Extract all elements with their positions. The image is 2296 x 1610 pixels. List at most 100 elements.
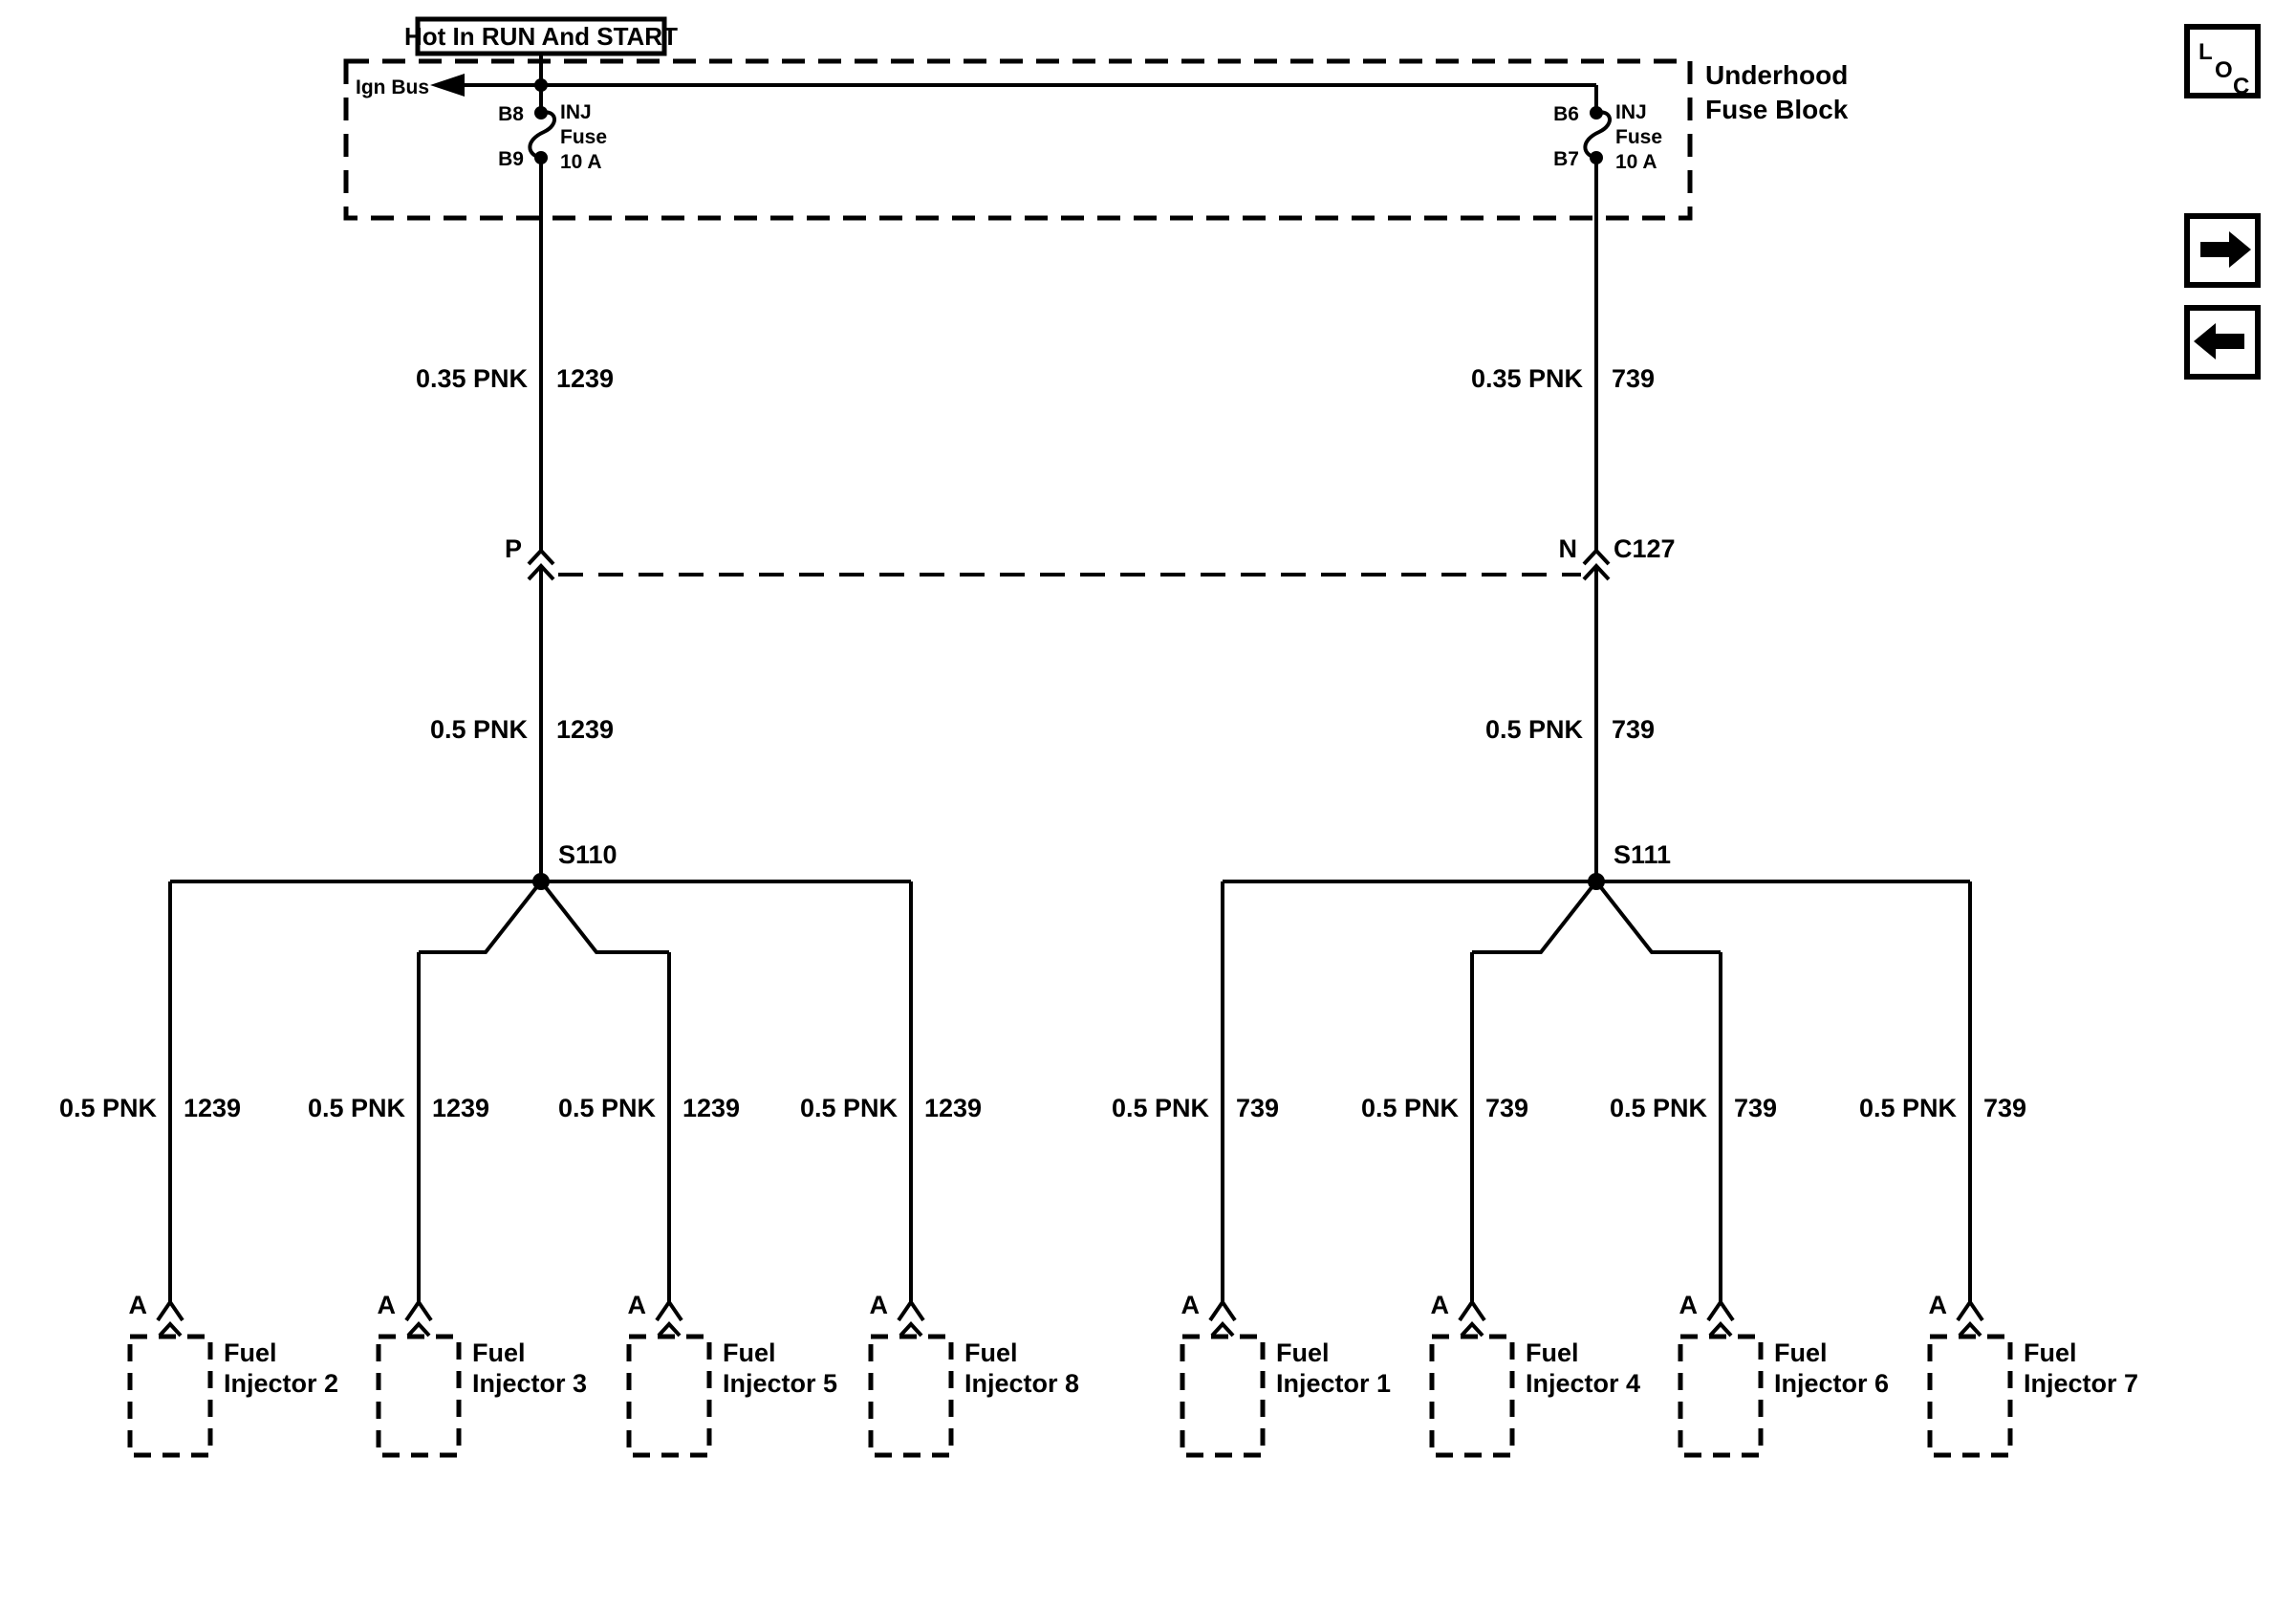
terminal-chevron bbox=[1460, 1321, 1484, 1338]
terminal-fork bbox=[1208, 1298, 1237, 1322]
terminal-chevron bbox=[158, 1321, 183, 1338]
fuel-injector-outline bbox=[1927, 1334, 2013, 1458]
underhood-fuse-block: Underhood Fuse Block Ign Bus B8 B9 INJ F… bbox=[343, 58, 1849, 221]
next-page-button[interactable] bbox=[2184, 213, 2261, 288]
fuse-element-symbol bbox=[1583, 110, 1612, 160]
splice-label: S111 bbox=[1614, 840, 1671, 869]
branch-fuel-injector-8: 0.5 PNK 1239 A Fuel Injector 8 bbox=[800, 881, 1079, 1458]
connector-pin-p-label: P bbox=[505, 534, 522, 563]
connector-name-label: C127 bbox=[1614, 534, 1676, 563]
device-name-line1: Fuel bbox=[2024, 1338, 2077, 1367]
wire-gauge-label: 0.5 PNK bbox=[1610, 1094, 1708, 1122]
terminal-fork bbox=[897, 1298, 925, 1322]
terminal-fork bbox=[156, 1298, 184, 1322]
device-name-line2: Injector 8 bbox=[964, 1369, 1079, 1398]
terminal-fork bbox=[1956, 1298, 1984, 1322]
fuel-injector-outline bbox=[127, 1334, 213, 1458]
wire-gauge-label: 0.5 PNK bbox=[1361, 1094, 1460, 1122]
wire-gauge-label-lower: 0.5 PNK bbox=[1485, 715, 1584, 744]
wire-gauge-label: 0.35 PNK bbox=[1471, 364, 1584, 393]
ign-bus-label: Ign Bus bbox=[356, 76, 429, 98]
branch-fuel-injector-4: 0.5 PNK 739 A Fuel Injector 4 bbox=[1361, 952, 1640, 1458]
connector-half-top-right bbox=[1582, 548, 1611, 566]
inj-fuse-right: B6 B7 INJ Fuse 10 A bbox=[1553, 85, 1662, 173]
device-name-line2: Injector 5 bbox=[723, 1369, 837, 1398]
wire-gauge-label: 0.5 PNK bbox=[800, 1094, 899, 1122]
wire-circuit-label: 1239 bbox=[682, 1094, 740, 1122]
loc-letter-c: C bbox=[2233, 74, 2249, 99]
wire-gauge-label: 0.5 PNK bbox=[59, 1094, 158, 1122]
terminal-chevron bbox=[1210, 1321, 1235, 1338]
wire-circuit-label: 1239 bbox=[924, 1094, 982, 1122]
inj-fuse-left: B8 B9 INJ Fuse 10 A bbox=[498, 101, 607, 173]
branch-fuel-injector-1: 0.5 PNK 739 A Fuel Injector 1 bbox=[1112, 881, 1391, 1458]
wire-gauge-label: 0.5 PNK bbox=[558, 1094, 657, 1122]
terminal-pin-label: A bbox=[1679, 1291, 1699, 1319]
splice-label: S110 bbox=[558, 840, 617, 869]
splice-s110: S110 bbox=[170, 840, 911, 954]
terminal-pin-label: A bbox=[870, 1291, 889, 1319]
terminal-fork bbox=[655, 1298, 683, 1322]
right-feed-wire: 0.35 PNK 739 0.5 PNK 739 bbox=[1471, 158, 1655, 881]
arrow-left-icon bbox=[2194, 323, 2244, 359]
connector-half-bottom-right bbox=[1582, 563, 1611, 581]
fuse-name-line2: Fuse bbox=[560, 126, 607, 148]
next-button-border bbox=[2184, 213, 2261, 288]
device-name-line1: Fuel bbox=[1276, 1338, 1330, 1367]
device-name-line2: Injector 6 bbox=[1774, 1369, 1889, 1398]
branch-fuel-injector-6: 0.5 PNK 739 A Fuel Injector 6 bbox=[1610, 952, 1889, 1458]
device-name-line1: Fuel bbox=[224, 1338, 277, 1367]
terminal-pin-label: A bbox=[1431, 1291, 1450, 1319]
fuel-injector-outline bbox=[376, 1334, 462, 1458]
wire-gauge-label: 0.35 PNK bbox=[416, 364, 529, 393]
splice-fanout-left bbox=[1472, 880, 1598, 954]
wire-circuit-label: 739 bbox=[1734, 1094, 1777, 1122]
terminal-chevron bbox=[657, 1321, 682, 1338]
fuel-injector-outline bbox=[868, 1334, 954, 1458]
connector-half-top-left bbox=[527, 548, 555, 566]
terminal-pin-label: A bbox=[1929, 1291, 1948, 1319]
terminal-pin-label: A bbox=[129, 1291, 148, 1319]
connector-pin-n-label: N bbox=[1559, 534, 1578, 563]
previous-page-button[interactable] bbox=[2184, 305, 2261, 380]
fuse-name-line1: INJ bbox=[1615, 101, 1647, 123]
wire-circuit-label: 1239 bbox=[184, 1094, 241, 1122]
fuse-pin-bottom-label: B7 bbox=[1553, 148, 1579, 170]
wire-gauge-label: 0.5 PNK bbox=[1112, 1094, 1210, 1122]
wire-circuit-label-lower: 739 bbox=[1612, 715, 1655, 744]
wire-gauge-label-lower: 0.5 PNK bbox=[430, 715, 529, 744]
wire-circuit-label: 739 bbox=[1612, 364, 1655, 393]
left-feed-wire: 0.35 PNK 1239 0.5 PNK 1239 bbox=[416, 54, 614, 881]
branch-fuel-injector-3: 0.5 PNK 1239 A Fuel Injector 3 bbox=[308, 952, 587, 1458]
fuse-block-name-line1: Underhood bbox=[1705, 60, 1848, 90]
splice-fanout-right bbox=[539, 880, 669, 954]
fuse-name-line2: Fuse bbox=[1615, 126, 1662, 148]
device-name-line2: Injector 4 bbox=[1526, 1369, 1640, 1398]
terminal-pin-label: A bbox=[628, 1291, 647, 1319]
loc-button[interactable]: L O C bbox=[2184, 24, 2261, 99]
device-name-line2: Injector 7 bbox=[2024, 1369, 2138, 1398]
wire-circuit-label: 739 bbox=[1485, 1094, 1528, 1122]
device-name-line2: Injector 3 bbox=[472, 1369, 587, 1398]
power-label-text: Hot In RUN And START bbox=[404, 22, 678, 51]
fuse-rating-label: 10 A bbox=[1615, 151, 1657, 173]
device-name-line1: Fuel bbox=[723, 1338, 776, 1367]
terminal-chevron bbox=[1708, 1321, 1733, 1338]
ign-bus-arrow-icon bbox=[430, 74, 465, 97]
fuel-injector-outline bbox=[626, 1334, 712, 1458]
splice-fanout-left bbox=[419, 880, 543, 954]
terminal-pin-label: A bbox=[378, 1291, 397, 1319]
wire-gauge-label: 0.5 PNK bbox=[308, 1094, 406, 1122]
wire-gauge-label: 0.5 PNK bbox=[1859, 1094, 1958, 1122]
terminal-fork bbox=[404, 1298, 433, 1322]
wire-circuit-label: 1239 bbox=[432, 1094, 489, 1122]
fuel-injector-outline bbox=[1678, 1334, 1764, 1458]
terminal-chevron bbox=[406, 1321, 431, 1338]
connector-half-bottom-left bbox=[527, 563, 555, 581]
device-name-line2: Injector 2 bbox=[224, 1369, 338, 1398]
device-name-line1: Fuel bbox=[1774, 1338, 1828, 1367]
terminal-fork bbox=[1706, 1298, 1735, 1322]
device-name-line1: Fuel bbox=[964, 1338, 1018, 1367]
fuel-injector-outline bbox=[1180, 1334, 1266, 1458]
